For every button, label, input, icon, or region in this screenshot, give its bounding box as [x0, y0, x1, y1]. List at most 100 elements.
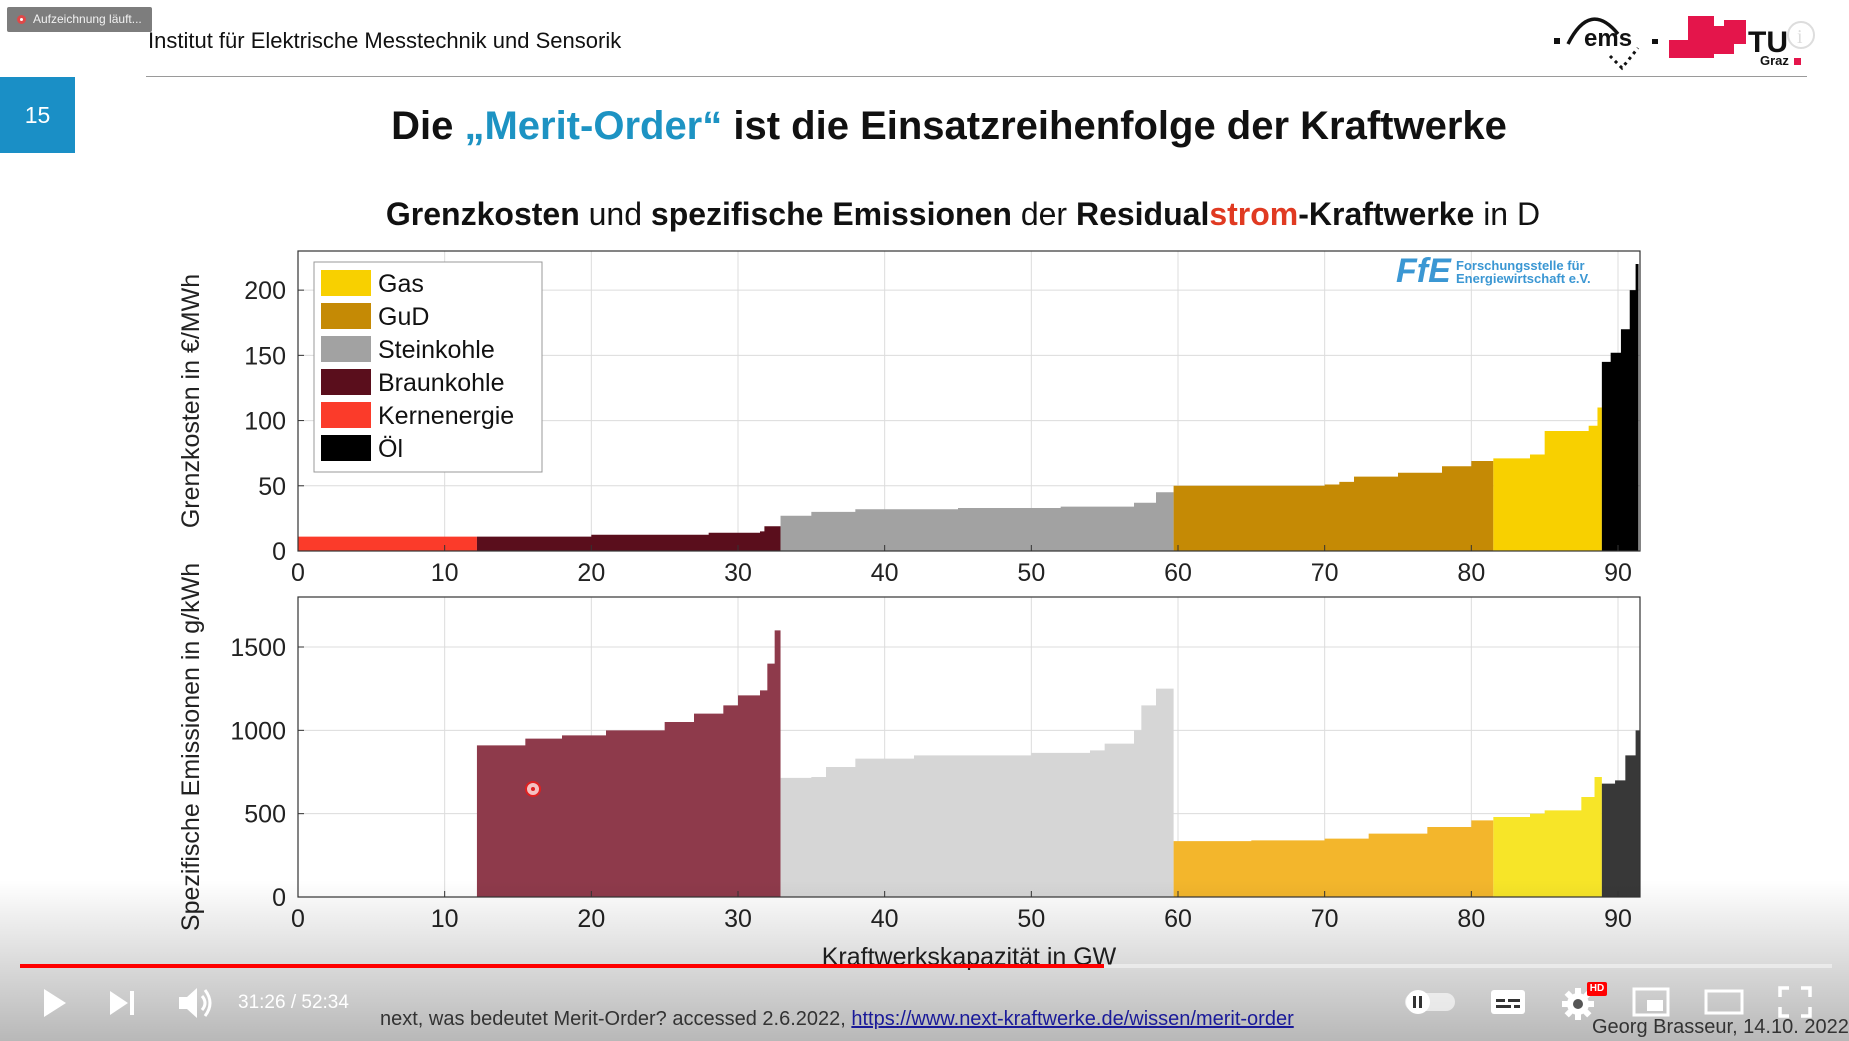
subtitle-part: der [1011, 196, 1076, 232]
citation: next, was bedeutet Merit-Order? accessed… [380, 1008, 1294, 1031]
y-axis-label: Spezifische Emissionen in g/kWh [177, 563, 205, 931]
legend-swatch-gud [321, 303, 371, 329]
plot-frame [297, 596, 1641, 898]
ems-logo-text: ems [1584, 25, 1632, 52]
area-kernenergie [298, 536, 477, 551]
x-tick-label: 40 [871, 905, 899, 933]
time-display: 31:26 / 52:34 [238, 992, 349, 1013]
subtitle-part: Grenzkosten [385, 196, 580, 232]
area-gas [1493, 397, 1602, 551]
area-braunkohle [476, 523, 781, 551]
legend-label: Öl [378, 435, 403, 463]
x-tick-label: 30 [724, 559, 752, 587]
x-tick-label: 20 [577, 559, 605, 587]
y-tick-label: 100 [244, 408, 286, 436]
slide-title: Die „Merit-Order“ ist die Einsatzreihenf… [0, 104, 1849, 149]
graz-logo-text: Graz [1760, 53, 1789, 68]
area-steinkohle [780, 487, 1174, 551]
area-öl [1601, 247, 1639, 551]
x-tick-label: 10 [431, 905, 459, 933]
ffe-logo-line1: Forschungsstelle für [1456, 258, 1585, 273]
next-icon[interactable] [108, 985, 140, 1021]
x-tick-label: 90 [1604, 905, 1632, 933]
fullscreen-icon[interactable] [1777, 985, 1813, 1019]
y-tick-label: 200 [244, 277, 286, 305]
x-tick-label: 50 [1017, 559, 1045, 587]
area-gud [1173, 817, 1494, 897]
x-tick-label: 10 [431, 559, 459, 587]
author-date: Georg Brasseur, 14.10. 2022 [1592, 1016, 1849, 1038]
x-tick-label: 50 [1017, 905, 1045, 933]
y-tick-label: 150 [244, 342, 286, 370]
area-steinkohle [780, 682, 1174, 897]
x-tick-label: 20 [577, 905, 605, 933]
subtitles-icon[interactable] [1489, 987, 1527, 1017]
x-tick-label: 40 [871, 559, 899, 587]
svg-text:i: i [1797, 26, 1803, 48]
x-tick-label: 30 [724, 905, 752, 933]
x-tick-label: 0 [291, 559, 305, 587]
volume-icon[interactable] [175, 983, 215, 1023]
plot-frame [297, 250, 1641, 552]
tu-graz-logo: TU Graz [1669, 16, 1801, 68]
legend-label: GuD [378, 303, 429, 331]
ffe-logo-line2: Energiewirtschaft e.V. [1456, 271, 1591, 286]
x-tick-label: 70 [1311, 905, 1339, 933]
x-tick-label: 80 [1457, 559, 1485, 587]
header-divider [146, 76, 1807, 77]
legend-swatch-steinkohle [321, 336, 371, 362]
institute-name: Institut für Elektrische Messtechnik und… [148, 28, 622, 53]
area-gas [1493, 767, 1602, 897]
y-tick-label: 50 [258, 473, 286, 501]
merit-order-charts: 0 10 20 30 40 50 60 70 80 90050100150200Grenzkost… [177, 247, 1641, 971]
play-icon[interactable] [36, 985, 72, 1021]
legend-label: Gas [378, 270, 424, 298]
legend-swatch-gas [321, 270, 371, 296]
legend-swatch-braunkohle [321, 369, 371, 395]
legend-label: Kernenergie [378, 402, 514, 430]
subtitle-part-highlight: strom [1209, 196, 1299, 232]
player-gradient [0, 880, 1849, 1041]
ems-logo: ems [1554, 17, 1658, 71]
area-öl [1601, 713, 1640, 897]
recording-badge: Aufzeichnung läuft... [7, 7, 152, 32]
tu-logo-text: TU [1748, 26, 1788, 59]
citation-text: next, was bedeutet Merit-Order? accessed… [380, 1008, 852, 1030]
x-tick-label: 80 [1457, 905, 1485, 933]
y-tick-label: 1500 [230, 634, 286, 662]
legend-swatch-öl [321, 435, 371, 461]
chart-subtitle: Grenzkosten und spezifische Emissionen d… [0, 196, 1849, 233]
record-icon [17, 15, 26, 24]
recording-label: Aufzeichnung läuft... [33, 12, 142, 26]
title-prefix: Die [391, 104, 465, 148]
subtitle-part: spezifische Emissionen [650, 196, 1012, 232]
hd-badge: HD [1587, 982, 1607, 996]
area-braunkohle [476, 603, 781, 897]
ffe-logo: FfE Forschungsstelle für Energiewirtscha… [1396, 252, 1591, 290]
info-icon[interactable]: i [1787, 21, 1815, 49]
x-tick-label: 0 [291, 905, 305, 933]
subtitle-part: in D [1474, 196, 1541, 232]
subtitle-part: -Kraftwerke [1298, 196, 1475, 232]
gear-icon[interactable] [1560, 982, 1602, 1022]
ffe-logo-mark: FfE [1396, 252, 1452, 290]
x-tick-label: 60 [1164, 905, 1192, 933]
title-suffix: ist die Einsatzreihenfolge der Kraftwerk… [722, 104, 1507, 148]
legend-label: Braunkohle [378, 369, 504, 397]
slide-number: 15 [0, 77, 75, 153]
area-gud [1173, 458, 1494, 551]
progress-fill[interactable] [20, 964, 1104, 968]
x-tick-label: 60 [1164, 559, 1192, 587]
citation-link[interactable]: https://www.next-kraftwerke.de/wissen/me… [851, 1008, 1294, 1030]
x-tick-label: 90 [1604, 559, 1632, 587]
emissionen-chart: 0 10 20 30 40 50 60 70 80 90 0 500 1000 1500 Spezifisc… [177, 563, 1641, 971]
title-highlight: „Merit-Order“ [464, 104, 723, 148]
y-tick-label: 0 [272, 538, 286, 566]
theater-icon[interactable] [1703, 987, 1745, 1017]
y-tick-label: 500 [244, 801, 286, 829]
autoplay-toggle-icon[interactable] [1403, 987, 1457, 1017]
miniplayer-icon[interactable] [1631, 986, 1671, 1018]
legend-swatch-kernenergie [321, 402, 371, 428]
y-tick-label: 0 [272, 884, 286, 912]
y-tick-label: 1000 [230, 717, 286, 745]
